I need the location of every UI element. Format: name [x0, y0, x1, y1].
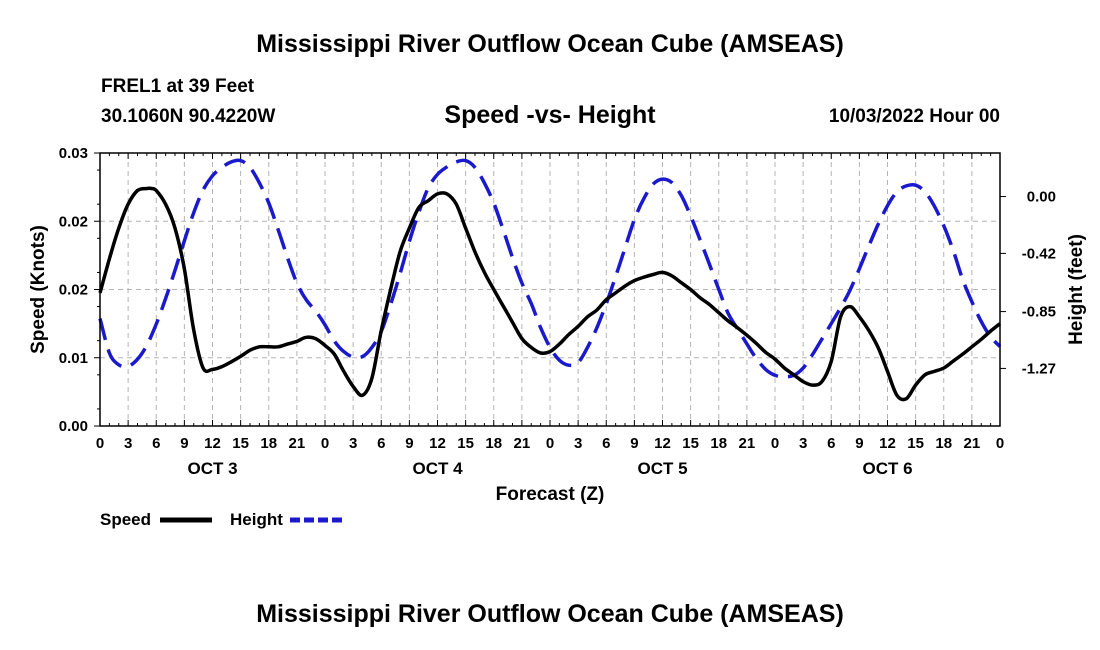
x-tick-label: 18	[485, 435, 502, 452]
series-line-height	[98, 158, 1002, 379]
x-tick-label: 18	[260, 435, 277, 452]
x-tick-label: 18	[935, 435, 952, 452]
series-speed	[98, 186, 1002, 402]
day-label: OCT 5	[637, 459, 687, 478]
x-tick-label: 0	[996, 435, 1004, 452]
x-tick-label: 0	[321, 435, 329, 452]
y2-tick-label: -0.85	[1022, 304, 1056, 321]
x-tick-label: 6	[377, 435, 385, 452]
day-label: OCT 3	[187, 459, 237, 478]
x-tick-label: 12	[429, 435, 446, 452]
x-tick-label: 9	[630, 435, 638, 452]
series-line-speed	[98, 186, 1002, 402]
chart-subtitle: Speed -vs- Height	[444, 101, 656, 129]
legend-label-speed: Speed	[100, 510, 151, 529]
x-tick-label: 21	[739, 435, 756, 452]
x-tick-label: 18	[710, 435, 727, 452]
speed-height-chart: 0 3 6 9 12 15 18 21 0 3 6 9 12 15 18 21 0 3 6 9 12 15 18 21 0 3 6 9…	[28, 145, 1087, 529]
x-tick-label: 15	[682, 435, 699, 452]
day-label: OCT 6	[862, 459, 912, 478]
x-tick-label: 3	[349, 435, 357, 452]
legend: Speed Height	[100, 510, 342, 529]
x-tick-label: 12	[204, 435, 221, 452]
grid-lines	[100, 153, 1000, 426]
x-tick-label: 6	[152, 435, 160, 452]
x-tick-label: 12	[879, 435, 896, 452]
legend-label-height: Height	[230, 510, 283, 529]
x-tick-label: 21	[289, 435, 306, 452]
series-height	[98, 158, 1002, 379]
x-tick-label: 0	[96, 435, 104, 452]
x-tick-label: 9	[180, 435, 188, 452]
x-tick-label: 15	[232, 435, 249, 452]
station-label: FREL1 at 39 Feet	[101, 76, 255, 97]
x-tick-label: 21	[964, 435, 981, 452]
y-axis-label: Speed (Knots)	[28, 225, 49, 354]
chart-title: Mississippi River Outflow Ocean Cube (AM…	[256, 30, 844, 58]
x-tick-label: 3	[574, 435, 582, 452]
axis-ticks	[94, 152, 1006, 427]
y-tick-label: 0.02	[59, 213, 88, 230]
x-tick-label: 6	[827, 435, 835, 452]
x-tick-label: 0	[546, 435, 554, 452]
coordinates-label: 30.1060N 90.4220W	[101, 106, 276, 127]
y2-axis-label: Height (feet)	[1066, 234, 1087, 345]
y2-tick-label: 0.00	[1027, 189, 1056, 206]
x-tick-label: 3	[799, 435, 807, 452]
y-tick-label: 0.00	[59, 418, 88, 435]
x-tick-label: 15	[907, 435, 924, 452]
x-tick-label: 6	[602, 435, 610, 452]
x-tick-label: 21	[514, 435, 531, 452]
x-tick-label: 3	[124, 435, 132, 452]
y-tick-label: 0.02	[59, 282, 88, 299]
footer-title: Mississippi River Outflow Ocean Cube (AM…	[256, 600, 844, 628]
forecast-datetime: 10/03/2022 Hour 00	[828, 106, 1000, 127]
x-tick-label: 9	[405, 435, 413, 452]
x-tick-label: 15	[457, 435, 474, 452]
x-axis-label: Forecast (Z)	[496, 484, 605, 505]
axis-labels: 0 3 6 9 12 15 18 21 0 3 6 9 12 15 18 21 0 3 6 9 12 15 18 21 0 3 6 9…	[28, 145, 1087, 505]
day-label: OCT 4	[412, 459, 463, 478]
x-tick-label: 9	[855, 435, 863, 452]
y-tick-label: 0.03	[59, 145, 88, 162]
y2-tick-label: -0.42	[1022, 245, 1056, 262]
x-tick-label: 0	[771, 435, 779, 452]
y2-tick-label: -1.27	[1022, 360, 1056, 377]
x-tick-label: 12	[654, 435, 671, 452]
y-tick-label: 0.01	[59, 350, 88, 367]
